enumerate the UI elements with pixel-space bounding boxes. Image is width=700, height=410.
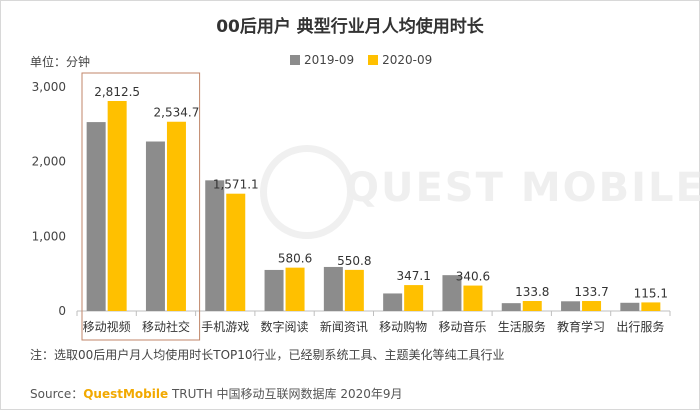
source-line: Source：QuestMobile TRUTH 中国移动互联网数据库 2020…	[30, 385, 403, 402]
source-brand: QuestMobile	[83, 387, 169, 401]
watermark-logo-icon	[260, 145, 354, 239]
data-label: 133.8	[515, 285, 549, 299]
x-tick-label: 移动社交	[142, 319, 190, 334]
bar-2020-8	[582, 301, 602, 311]
watermark: QUEST MOBILE	[345, 165, 700, 211]
legend-item-2020: 2020-09	[368, 53, 432, 67]
highlight-box	[81, 72, 201, 341]
bar-2020-7	[522, 301, 542, 311]
x-tick-label: 手机游戏	[201, 320, 249, 334]
bar-2019-1	[145, 141, 165, 311]
source-prefix: Source：	[30, 387, 84, 401]
bar-2019-7	[501, 303, 521, 311]
bar-2020-2	[226, 193, 246, 311]
legend-label-2020: 2020-09	[382, 53, 433, 67]
bar-2020-1	[166, 121, 186, 311]
legend-label-2019: 2019-09	[304, 53, 355, 67]
bar-2020-6	[463, 285, 483, 311]
bar-2019-3	[264, 269, 284, 311]
y-tick-label: 0	[58, 304, 66, 318]
bar-2019-4	[323, 266, 343, 311]
data-label: 1,571.1	[213, 178, 259, 192]
data-label: 347.1	[396, 269, 430, 283]
legend-swatch-2020	[368, 55, 379, 65]
y-tick-label: 3,000	[32, 80, 66, 94]
bar-2019-5	[383, 293, 403, 311]
footnote: 注：选取00后用户月人均使用时长TOP10行业，已经剔系统工具、主题美化等纯工具…	[30, 348, 505, 362]
data-label: 133.7	[574, 285, 608, 299]
x-tick-label: 移动视频	[83, 319, 131, 334]
data-label: 340.6	[456, 270, 490, 284]
source-rest: TRUTH 中国移动互联网数据库 2020年9月	[168, 387, 403, 401]
x-tick-label: 移动音乐	[438, 319, 486, 334]
data-label: 2,812.5	[94, 85, 140, 99]
bar-2019-6	[442, 275, 462, 311]
data-label: 580.6	[278, 252, 312, 266]
x-tick-label: 新闻资讯	[320, 319, 368, 334]
legend-swatch-2019	[290, 55, 300, 65]
bar-2020-3	[285, 267, 305, 311]
y-tick-label: 1,000	[32, 229, 66, 243]
x-tick-label: 教育学习	[557, 319, 605, 334]
x-tick-label: 生活服务	[498, 319, 546, 334]
x-tick-label: 出行服务	[616, 319, 664, 334]
data-label: 115.1	[634, 286, 668, 300]
bar-2019-8	[561, 301, 581, 311]
y-axis-unit-label: 单位：分钟	[30, 55, 91, 69]
legend: 2019-09 2020-09	[290, 53, 432, 67]
y-tick-label: 2,000	[32, 155, 66, 169]
bar-2020-9	[641, 302, 661, 311]
legend-item-2019: 2019-09	[290, 53, 354, 67]
bar-2020-4	[344, 269, 364, 311]
data-label: 550.8	[337, 254, 371, 268]
bar-2019-9	[620, 302, 640, 311]
bar-2020-0	[107, 101, 127, 311]
data-label: 2,534.7	[154, 106, 200, 120]
bar-2020-5	[404, 285, 424, 311]
bar-2019-2	[205, 180, 225, 311]
x-tick-label: 数字阅读	[261, 319, 309, 334]
chart-title: 00后用户 典型行业月人均使用时长	[216, 17, 484, 37]
bar-2019-0	[86, 122, 106, 312]
x-tick-label: 移动购物	[379, 319, 427, 334]
